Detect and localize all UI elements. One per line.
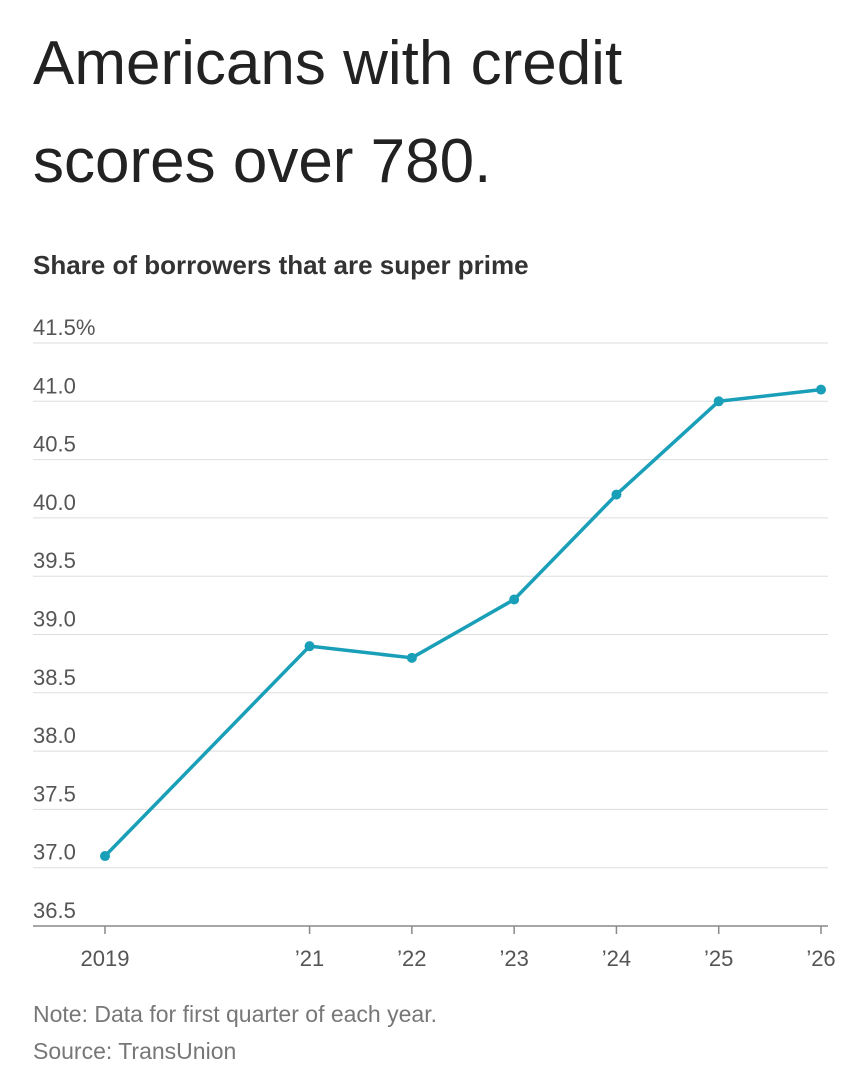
point [816, 384, 826, 395]
y-tick-label: 37.0 [33, 840, 76, 865]
note: Note: Data for first quarter of each yea… [33, 1001, 437, 1027]
y-tick-label: 38.0 [33, 723, 76, 748]
point [509, 594, 520, 605]
x-tick-label: ’23 [499, 946, 528, 971]
x-tick-label: ’22 [397, 946, 426, 971]
point [100, 851, 110, 862]
y-tick-label: 40.0 [33, 490, 76, 515]
point [406, 652, 417, 663]
y-tick-label: 41.5% [33, 315, 95, 340]
y-tick-label: 39.5 [33, 548, 76, 573]
x-tick-label: 2019 [81, 946, 130, 971]
point [713, 396, 724, 407]
y-tick-label: 40.5 [33, 432, 76, 457]
y-tick-label: 41.0 [33, 373, 76, 398]
x-tick-label: ’25 [704, 946, 733, 971]
point [304, 641, 315, 652]
x-tick-label: ’26 [806, 946, 835, 971]
point [611, 489, 622, 500]
x-tick-label: ’21 [295, 946, 324, 971]
y-tick-label: 37.5 [33, 781, 76, 806]
y-tick-label: 39.0 [33, 607, 76, 632]
y-tick-label: 36.5 [33, 898, 76, 923]
chart-title: Americans with credit scores over 780. [33, 29, 622, 196]
chart-subtitle: Share of borrowers that are super prime [33, 250, 529, 280]
y-tick-label: 38.5 [33, 665, 76, 690]
source: Source: TransUnion [33, 1038, 236, 1064]
x-tick-label: ’24 [602, 946, 631, 971]
